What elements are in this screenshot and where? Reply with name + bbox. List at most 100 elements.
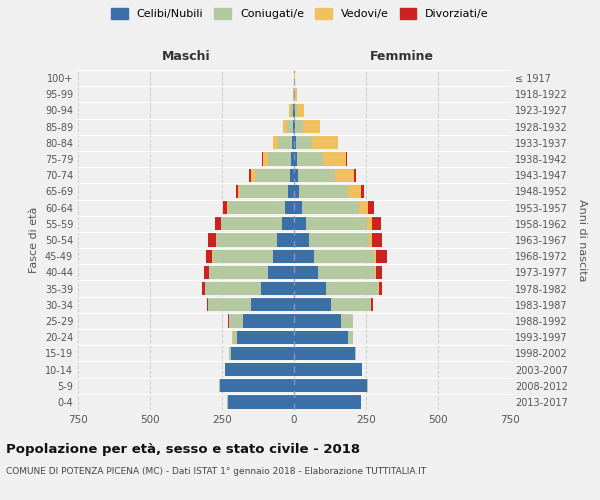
Text: Femmine: Femmine [370,50,434,63]
Bar [249,168,251,182]
Bar [228,396,294,408]
Bar [359,201,368,214]
Bar [205,282,261,295]
Bar [294,168,298,182]
Bar [202,282,205,295]
Bar [263,152,268,166]
Bar [286,201,294,214]
Bar [373,217,381,230]
Bar [268,152,291,166]
Bar [354,168,356,182]
Bar [282,217,294,230]
Bar [294,363,362,376]
Bar [206,250,212,263]
Bar [379,282,382,295]
Bar [243,314,294,328]
Bar [268,266,294,279]
Bar [278,136,292,149]
Bar [375,266,376,279]
Bar [207,298,208,312]
Bar [288,185,294,198]
Bar [220,379,294,392]
Bar [290,104,293,117]
Bar [208,298,251,312]
Bar [297,152,323,166]
Bar [309,234,370,246]
Bar [293,120,294,134]
Bar [294,266,317,279]
Bar [251,298,294,312]
Bar [213,250,273,263]
Bar [216,234,277,246]
Bar [294,120,295,134]
Bar [361,185,364,198]
Bar [355,346,356,360]
Bar [335,168,354,182]
Bar [371,298,373,312]
Bar [262,152,263,166]
Bar [294,314,341,328]
Bar [294,330,348,344]
Bar [294,346,355,360]
Bar [238,185,240,198]
Bar [273,250,294,263]
Bar [226,363,294,376]
Bar [294,282,326,295]
Bar [229,201,286,214]
Bar [272,136,278,149]
Bar [295,120,302,134]
Bar [294,234,309,246]
Bar [237,330,294,344]
Bar [305,217,367,230]
Bar [295,88,296,101]
Bar [205,266,209,279]
Bar [294,379,367,392]
Bar [287,120,293,134]
Bar [376,250,387,263]
Bar [341,314,353,328]
Bar [223,201,227,214]
Bar [294,217,305,230]
Bar [292,136,294,149]
Bar [326,282,378,295]
Bar [298,168,335,182]
Bar [229,314,243,328]
Text: Popolazione per età, sesso e stato civile - 2018: Popolazione per età, sesso e stato civil… [6,442,360,456]
Bar [209,266,268,279]
Bar [215,217,221,230]
Bar [236,185,238,198]
Bar [314,250,374,263]
Bar [367,217,373,230]
Bar [294,136,296,149]
Bar [376,266,382,279]
Bar [283,120,287,134]
Bar [347,185,361,198]
Bar [230,346,294,360]
Text: COMUNE DI POTENZA PICENA (MC) - Dati ISTAT 1° gennaio 2018 - Elaborazione TUTTIT: COMUNE DI POTENZA PICENA (MC) - Dati IST… [6,468,426,476]
Bar [221,217,282,230]
Bar [348,330,353,344]
Bar [240,185,288,198]
Bar [299,185,347,198]
Bar [298,104,304,117]
Bar [251,168,255,182]
Bar [296,136,312,149]
Bar [208,234,215,246]
Bar [317,266,375,279]
Bar [294,396,361,408]
Y-axis label: Fasce di età: Fasce di età [29,207,39,273]
Bar [290,168,294,182]
Bar [370,234,373,246]
Bar [294,250,314,263]
Bar [294,185,299,198]
Bar [227,201,229,214]
Bar [368,201,374,214]
Bar [323,152,346,166]
Bar [261,282,294,295]
Bar [294,201,302,214]
Bar [229,346,230,360]
Bar [291,152,294,166]
Bar [302,201,359,214]
Legend: Celibi/Nubili, Coniugati/e, Vedovi/e, Divorziati/e: Celibi/Nubili, Coniugati/e, Vedovi/e, Di… [111,8,489,19]
Bar [302,120,320,134]
